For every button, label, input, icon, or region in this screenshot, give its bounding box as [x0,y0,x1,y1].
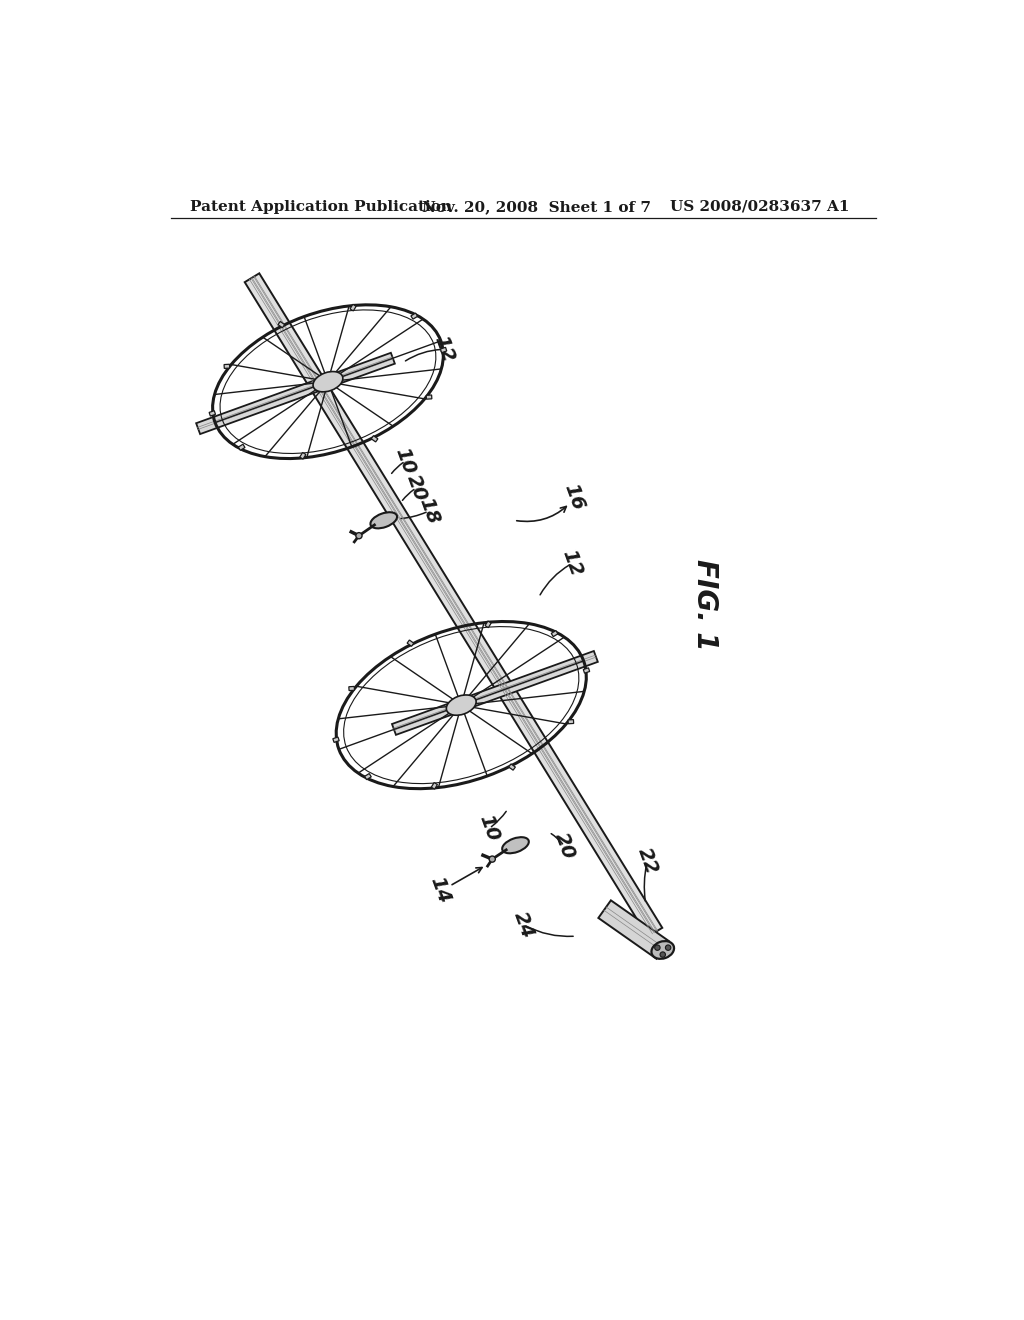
Polygon shape [568,719,573,723]
Ellipse shape [371,512,397,528]
Polygon shape [584,668,590,673]
Text: FIG. 1: FIG. 1 [691,560,720,651]
Text: 12: 12 [431,334,458,366]
Circle shape [489,857,496,862]
Polygon shape [278,322,285,327]
Polygon shape [209,411,215,416]
Ellipse shape [651,941,674,958]
Circle shape [660,952,666,957]
Ellipse shape [502,837,528,853]
Text: 16: 16 [560,482,587,513]
Polygon shape [350,305,356,312]
Text: Patent Application Publication: Patent Application Publication [190,199,452,214]
Polygon shape [392,651,598,735]
Polygon shape [333,737,339,742]
Polygon shape [349,686,354,690]
Text: US 2008/0283637 A1: US 2008/0283637 A1 [671,199,850,214]
Polygon shape [224,364,229,368]
Polygon shape [411,313,418,319]
Circle shape [654,945,660,950]
Polygon shape [431,783,437,789]
Polygon shape [440,347,446,352]
Text: 24: 24 [510,908,537,941]
Circle shape [666,945,671,950]
Polygon shape [245,273,663,937]
Polygon shape [598,900,669,958]
Text: 12: 12 [558,548,586,579]
Text: 22: 22 [634,845,660,878]
Ellipse shape [313,371,343,392]
Text: 10: 10 [392,445,419,477]
Text: 10: 10 [475,812,503,845]
Polygon shape [551,631,558,636]
Polygon shape [408,640,414,647]
Text: 18: 18 [415,495,442,527]
Text: 20: 20 [402,473,430,504]
Polygon shape [509,764,515,770]
Polygon shape [239,445,245,450]
Text: Nov. 20, 2008  Sheet 1 of 7: Nov. 20, 2008 Sheet 1 of 7 [423,199,651,214]
Circle shape [356,532,362,539]
Polygon shape [197,352,395,434]
Polygon shape [485,620,492,627]
Text: 20: 20 [551,830,578,862]
Polygon shape [426,395,432,399]
Ellipse shape [446,694,476,715]
Polygon shape [300,453,306,459]
Polygon shape [365,774,372,780]
Text: 14: 14 [427,874,454,906]
Polygon shape [372,436,378,442]
